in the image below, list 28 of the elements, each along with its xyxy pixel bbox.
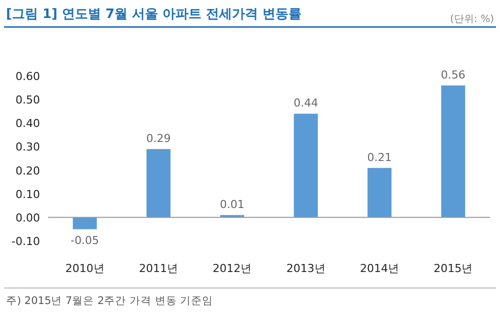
data-label: 0.21: [367, 150, 392, 164]
bar: [368, 168, 392, 218]
bar: [72, 217, 97, 230]
x-tick-label: 2011년: [139, 262, 178, 275]
y-tick-label: 0.50: [16, 94, 40, 107]
y-tick-label: 0.60: [16, 70, 40, 83]
x-tick-label: 2013년: [286, 262, 326, 275]
y-tick-label: 0.00: [16, 211, 40, 224]
y-tick-label: -0.10: [12, 235, 40, 248]
y-tick-label: 0.10: [16, 188, 40, 201]
chart-title: [그림 1] 연도별 7월 서울 아파트 전세가격 변동률: [6, 7, 302, 22]
bar: [441, 85, 466, 218]
y-tick-label: 0.30: [16, 140, 40, 154]
chart-subtitle: (단위: %): [450, 14, 494, 25]
bar: [294, 114, 318, 218]
y-tick-label: 0.20: [16, 164, 40, 178]
bar: [146, 149, 170, 218]
data-label: 0.29: [146, 132, 171, 146]
data-label: 0.44: [294, 96, 318, 110]
x-tick-label: 2012년: [212, 262, 252, 275]
data-label: -0.05: [70, 234, 100, 248]
data-label: 0.01: [220, 198, 244, 212]
x-tick-label: 2014년: [360, 262, 399, 275]
x-tick-label: 2010년: [65, 262, 104, 275]
data-label: 0.56: [440, 68, 466, 82]
y-tick-label: 0.40: [16, 117, 40, 130]
text: 주) 2015년 7월은 2주간 가격 변동 기준임: [6, 295, 214, 307]
x-tick-label: 2015년: [434, 262, 473, 275]
